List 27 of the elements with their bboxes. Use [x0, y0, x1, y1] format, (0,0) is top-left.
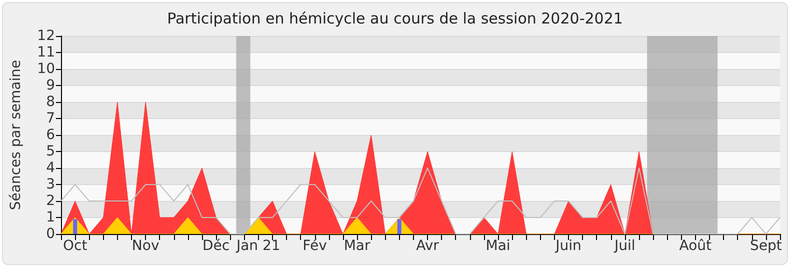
y-tick-label: 11	[37, 44, 55, 60]
x-tick-label: Fév	[302, 238, 327, 254]
y-tick-label: 7	[46, 110, 55, 126]
x-tick-label: Déc	[202, 238, 230, 254]
y-tick-label: 4	[46, 160, 56, 176]
x-tick-label: Sept	[750, 238, 782, 254]
y-tick-label: 6	[46, 127, 56, 143]
y-tick-label: 12	[37, 28, 55, 44]
y-tick-label: 9	[46, 78, 55, 94]
x-tick-label: Oct	[62, 238, 88, 254]
y-tick-label: 0	[46, 226, 55, 242]
x-tick-label: Août	[679, 238, 712, 254]
x-tick-label: Mai	[486, 238, 510, 254]
y-tick-label: 10	[37, 61, 55, 77]
x-tick-label: Juil	[614, 238, 636, 254]
y-tick-label: 8	[46, 94, 55, 110]
x-tick-label: Jan 21	[235, 238, 280, 254]
x-tick-label: Juin	[554, 238, 582, 254]
x-tick-label: Mar	[344, 238, 371, 254]
chart-title: Participation en hémicycle au cours de la session 2020-2021	[167, 10, 623, 28]
y-tick-label: 2	[46, 193, 55, 209]
y-tick-label: 1	[46, 210, 55, 226]
x-tick-label: Nov	[132, 238, 160, 254]
y-axis-title: Séances par semaine	[8, 60, 24, 210]
x-tick-label: Avr	[416, 238, 440, 254]
y-tick-label: 5	[46, 144, 55, 160]
y-tick-label: 3	[46, 176, 55, 192]
